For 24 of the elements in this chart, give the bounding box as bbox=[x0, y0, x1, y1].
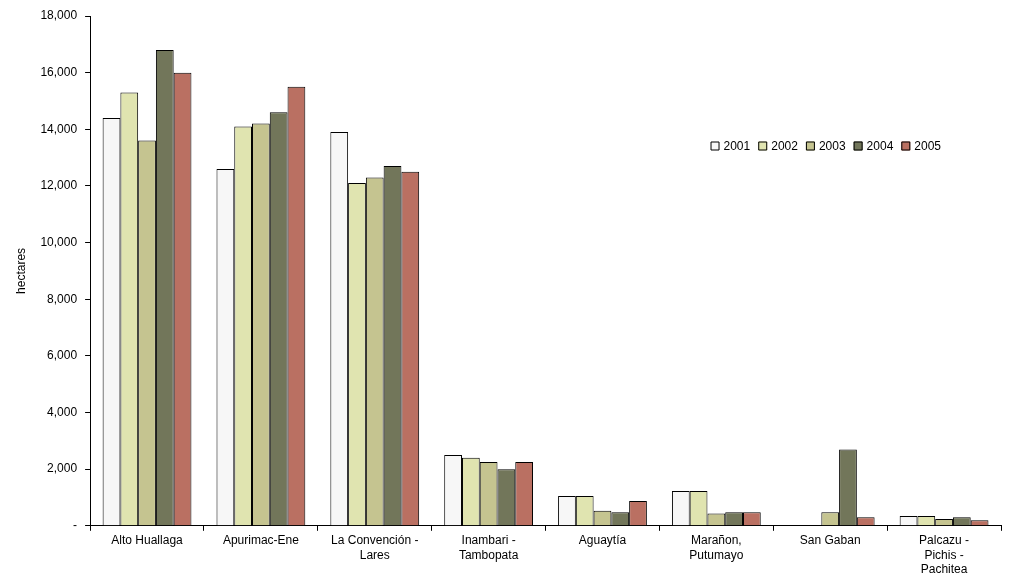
x-tick-label: Inambari - Tambopata bbox=[458, 533, 519, 562]
y-tick-label: 6,000 bbox=[47, 348, 78, 363]
x-tick-label: Alto Huallaga bbox=[111, 533, 184, 548]
x-tick-label: Marañon, Putumayo bbox=[689, 533, 744, 562]
y-tick-label: 10,000 bbox=[40, 234, 78, 249]
y-tick-label: 16,000 bbox=[40, 64, 78, 79]
legend-label: 2003 bbox=[818, 139, 846, 154]
legend-label: 2004 bbox=[866, 139, 894, 154]
y-tick-label: - bbox=[73, 518, 78, 533]
y-tick-label: 14,000 bbox=[40, 121, 78, 136]
x-tick-label: Palcazu - Pichis - Pachitea bbox=[919, 533, 970, 577]
y-tick-label: 4,000 bbox=[47, 404, 78, 419]
y-tick-label: 2,000 bbox=[47, 461, 78, 476]
x-tick-label: San Gaban bbox=[799, 533, 861, 548]
legend-label: 2005 bbox=[914, 139, 942, 154]
x-tick-label: Apurimac-Ene bbox=[222, 533, 300, 548]
y-tick-label: 18,000 bbox=[40, 8, 78, 23]
y-axis-title: hectares bbox=[13, 247, 28, 294]
legend-label: 2002 bbox=[771, 139, 799, 154]
x-tick-label: La Convención - Lares bbox=[331, 533, 419, 562]
x-tick-label: Aguaytía bbox=[578, 533, 627, 548]
legend-label: 2001 bbox=[723, 139, 751, 154]
y-tick-label: 12,000 bbox=[40, 178, 78, 193]
y-tick-label: 8,000 bbox=[47, 291, 78, 306]
